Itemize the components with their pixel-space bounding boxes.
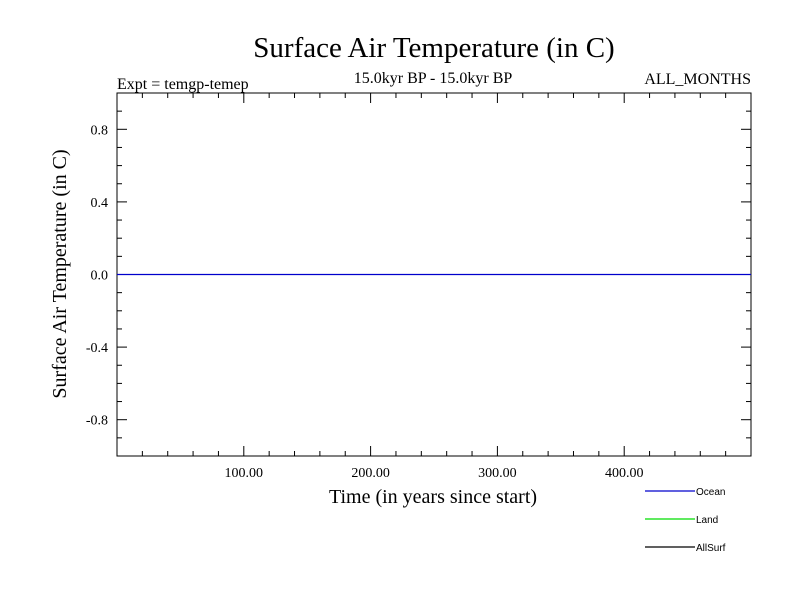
legend: Ocean Land AllSurf [645, 487, 726, 554]
x-tick-label: 300.00 [478, 466, 517, 481]
y-axis-label: Surface Air Temperature (in C) [49, 149, 71, 398]
y-tick-label: 0.4 [91, 196, 109, 211]
experiment-label: Expt = temgp-temep [117, 76, 249, 93]
x-axis-label: Time (in years since start) [329, 486, 537, 508]
x-tick-label: 400.00 [605, 466, 644, 481]
legend-label-ocean: Ocean [696, 487, 725, 498]
months-label: ALL_MONTHS [644, 71, 751, 88]
chart-title: Surface Air Temperature (in C) [253, 32, 614, 64]
period-label: 15.0kyr BP - 15.0kyr BP [354, 70, 513, 87]
y-tick-label: 0.8 [91, 123, 109, 138]
axis-tick-labels: 100.00 200.00 300.00 400.00 0.8 0.4 0.0 -0.4 -0.… [86, 123, 644, 481]
x-tick-label: 100.00 [225, 466, 264, 481]
legend-label-land: Land [696, 515, 718, 526]
y-tick-label: -0.4 [86, 341, 108, 356]
y-tick-label: 0.0 [91, 269, 109, 284]
x-tick-label: 200.00 [351, 466, 390, 481]
y-tick-label: -0.8 [86, 414, 108, 429]
axis-ticks [117, 93, 751, 456]
legend-label-allsurf: AllSurf [696, 543, 726, 554]
